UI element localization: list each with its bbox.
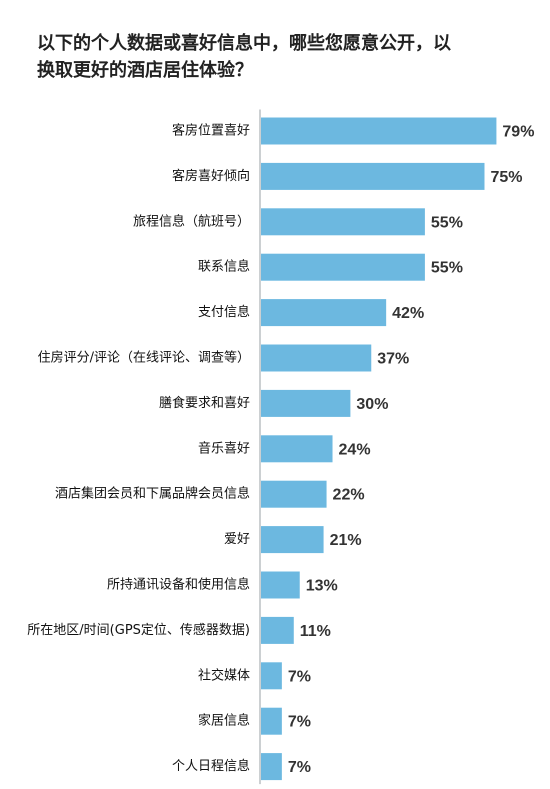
category-label: 客房位置喜好 (172, 123, 250, 139)
category-label: 联系信息 (198, 259, 250, 275)
category-label: 支付信息 (198, 304, 250, 320)
bar (261, 480, 327, 508)
chart-title-line-1: 以下的个人数据或喜好信息中，哪些您愿意公开，以 (37, 33, 451, 54)
bar (261, 707, 282, 735)
category-label: 所持通讯设备和使用信息 (107, 577, 250, 593)
category-label: 家居信息 (198, 713, 250, 729)
bar (261, 526, 324, 554)
value-label: 7% (288, 714, 311, 731)
bar (261, 753, 282, 781)
category-label: 酒店集团会员和下属品牌会员信息 (55, 486, 250, 502)
bar (261, 208, 425, 236)
value-label: 13% (306, 578, 338, 595)
value-label: 22% (333, 487, 365, 504)
bar (261, 299, 387, 327)
value-label: 7% (288, 668, 311, 685)
bar (261, 435, 333, 463)
value-label: 55% (431, 260, 463, 277)
bar (261, 389, 351, 417)
category-label: 膳食要求和喜好 (159, 395, 250, 411)
value-label: 55% (431, 214, 463, 231)
value-label: 42% (392, 305, 424, 322)
value-label: 24% (339, 441, 371, 458)
bar (261, 253, 425, 281)
category-label: 音乐喜好 (198, 440, 250, 456)
category-label: 个人日程信息 (172, 758, 250, 774)
bar (261, 571, 300, 599)
value-label: 7% (288, 759, 311, 776)
bar (261, 662, 282, 690)
value-label: 79% (502, 124, 534, 141)
category-label: 爱好 (224, 532, 250, 547)
value-label: 37% (377, 351, 409, 368)
value-label: 75% (491, 169, 523, 186)
chart-title: 以下的个人数据或喜好信息中，哪些您愿意公开，以 换取更好的酒店居住体验？ (37, 30, 517, 84)
bar (261, 117, 497, 145)
category-label: 社交媒体 (198, 667, 250, 683)
category-label: 旅程信息（航班号） (133, 213, 250, 229)
value-label: 21% (330, 532, 362, 549)
bar (261, 344, 372, 372)
category-label: 所在地区/时间(GPS定位、传感器数据) (27, 622, 250, 638)
bar (261, 616, 294, 644)
value-label: 30% (356, 396, 388, 413)
value-label: 11% (300, 623, 331, 640)
category-label: 客房喜好倾向 (172, 168, 250, 184)
bar (261, 162, 485, 190)
chart-title-line-2: 换取更好的酒店居住体验？ (37, 60, 253, 81)
category-label: 住房评分/评论（在线评论、调查等） (38, 350, 250, 366)
